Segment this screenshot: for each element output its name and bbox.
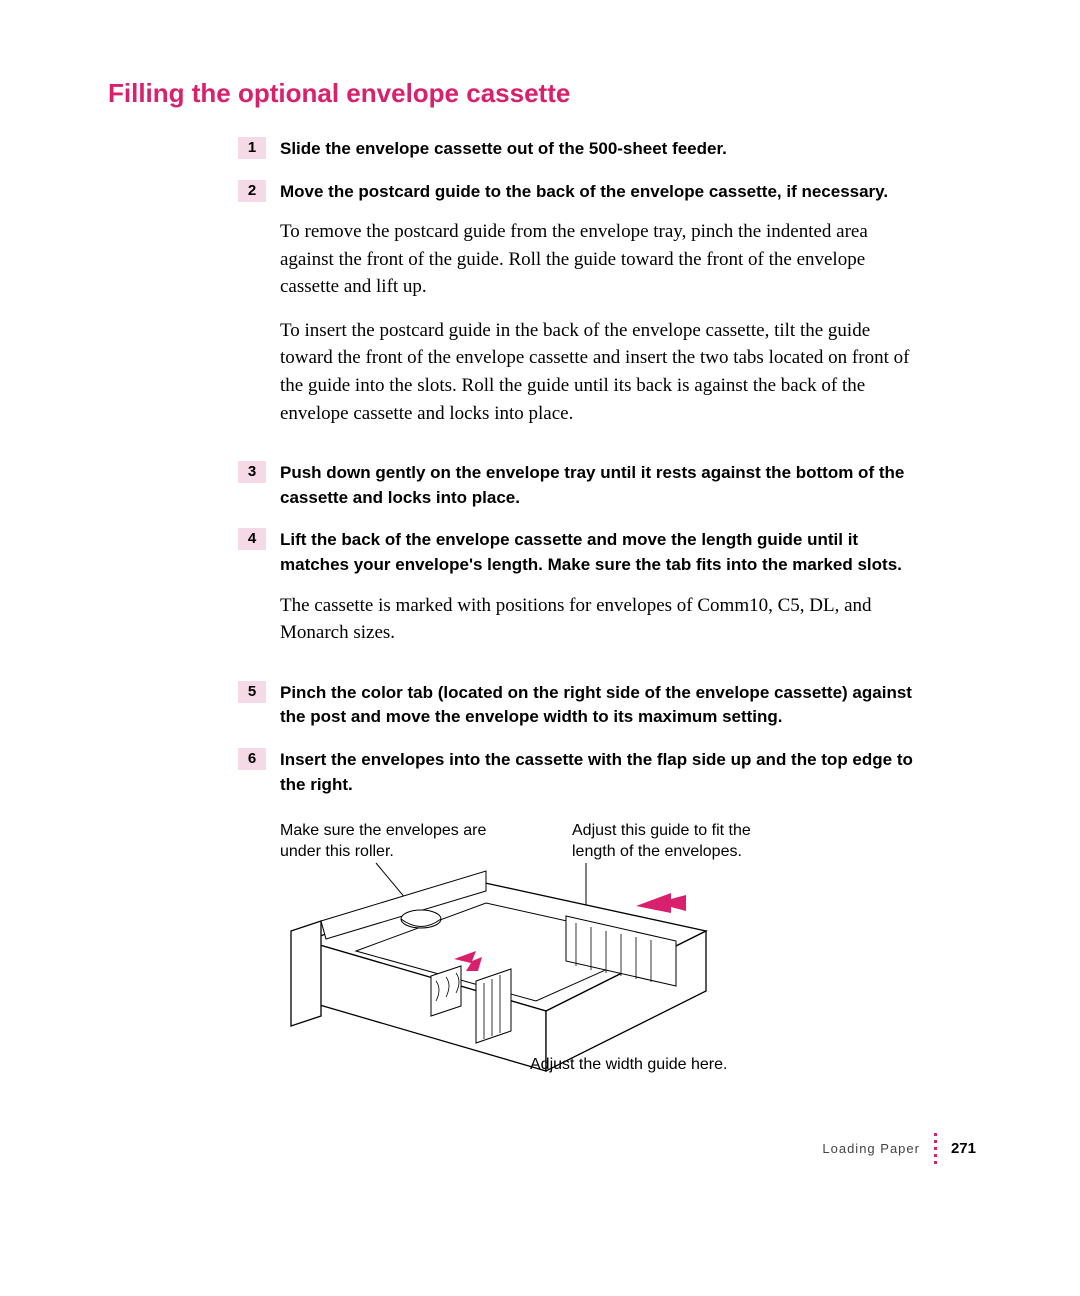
step-badge: 6 xyxy=(238,748,266,770)
step-badge: 3 xyxy=(238,461,266,483)
step-heading: Push down gently on the envelope tray un… xyxy=(280,461,918,510)
step-badge: 1 xyxy=(238,137,266,159)
step-paragraph: To remove the postcard guide from the en… xyxy=(280,218,918,301)
step-badge: 2 xyxy=(238,180,266,202)
step-heading: Pinch the color tab (located on the righ… xyxy=(280,681,918,730)
page-title: Filling the optional envelope cassette xyxy=(108,78,992,109)
step-heading: Lift the back of the envelope cassette a… xyxy=(280,528,918,577)
step-paragraph: To insert the postcard guide in the back… xyxy=(280,317,918,427)
steps-container: 1 Slide the envelope cassette out of the… xyxy=(238,137,918,1101)
step-badge: 4 xyxy=(238,528,266,550)
step-6: 6 Insert the envelopes into the cassette… xyxy=(238,748,918,797)
footer-section: Loading Paper xyxy=(822,1141,920,1156)
callout-width-guide: Adjust the width guide here. xyxy=(530,1055,780,1076)
length-arrow-icon xyxy=(636,893,686,913)
step-3: 3 Push down gently on the envelope tray … xyxy=(238,461,918,510)
step-paragraph: The cassette is marked with positions fo… xyxy=(280,592,918,647)
step-2: 2 Move the postcard guide to the back of… xyxy=(238,180,918,443)
step-4: 4 Lift the back of the envelope cassette… xyxy=(238,528,918,662)
step-heading: Move the postcard guide to the back of t… xyxy=(280,180,918,205)
footer-dots-icon xyxy=(934,1131,937,1166)
step-5: 5 Pinch the color tab (located on the ri… xyxy=(238,681,918,730)
page-number: 271 xyxy=(951,1140,976,1157)
step-badge: 5 xyxy=(238,681,266,703)
callout-roller: Make sure the envelopes are under this r… xyxy=(280,821,490,863)
page-footer: Loading Paper 271 xyxy=(822,1131,976,1166)
envelope-cassette-figure: Make sure the envelopes are under this r… xyxy=(276,821,836,1101)
step-heading: Insert the envelopes into the cassette w… xyxy=(280,748,918,797)
step-1: 1 Slide the envelope cassette out of the… xyxy=(238,137,918,162)
step-heading: Slide the envelope cassette out of the 5… xyxy=(280,137,918,162)
callout-length-guide: Adjust this guide to fit the length of t… xyxy=(572,821,772,863)
